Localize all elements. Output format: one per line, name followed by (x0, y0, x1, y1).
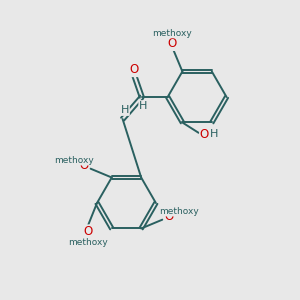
Text: H: H (139, 101, 147, 111)
Text: methoxy: methoxy (159, 207, 198, 216)
Text: methoxy: methoxy (55, 156, 94, 165)
Text: O: O (200, 128, 209, 141)
Text: methoxy: methoxy (68, 238, 108, 247)
Text: O: O (167, 37, 177, 50)
Text: O: O (164, 210, 173, 223)
Text: H: H (210, 129, 218, 139)
Text: H: H (121, 105, 129, 115)
Text: O: O (130, 63, 139, 76)
Text: methoxy: methoxy (152, 29, 192, 38)
Text: O: O (83, 225, 93, 238)
Text: O: O (80, 159, 89, 172)
